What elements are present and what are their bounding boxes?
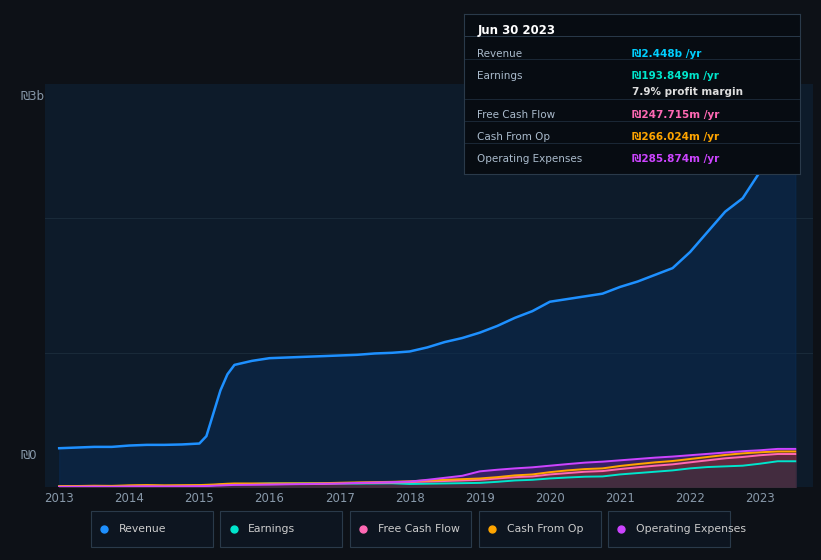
Text: Jun 30 2023: Jun 30 2023: [477, 24, 555, 36]
Text: Operating Expenses: Operating Expenses: [477, 155, 583, 165]
FancyBboxPatch shape: [91, 511, 213, 547]
Text: Free Cash Flow: Free Cash Flow: [477, 110, 556, 120]
FancyBboxPatch shape: [220, 511, 342, 547]
Text: ₪193.849m /yr: ₪193.849m /yr: [632, 72, 719, 81]
Text: Cash From Op: Cash From Op: [477, 132, 550, 142]
Text: ₪0: ₪0: [21, 449, 37, 462]
Text: ₪247.715m /yr: ₪247.715m /yr: [632, 110, 719, 120]
FancyBboxPatch shape: [350, 511, 471, 547]
Text: ₪285.874m /yr: ₪285.874m /yr: [632, 155, 719, 165]
Text: Earnings: Earnings: [477, 72, 523, 81]
Text: Revenue: Revenue: [119, 524, 167, 534]
Text: ₪2.448b /yr: ₪2.448b /yr: [632, 49, 702, 59]
Text: Cash From Op: Cash From Op: [507, 524, 584, 534]
Text: ₪266.024m /yr: ₪266.024m /yr: [632, 132, 719, 142]
FancyBboxPatch shape: [608, 511, 730, 547]
Text: ₪3b: ₪3b: [21, 90, 44, 102]
Text: 7.9% profit margin: 7.9% profit margin: [632, 87, 743, 97]
Text: Free Cash Flow: Free Cash Flow: [378, 524, 460, 534]
FancyBboxPatch shape: [479, 511, 601, 547]
Text: Earnings: Earnings: [248, 524, 296, 534]
Text: Revenue: Revenue: [477, 49, 522, 59]
Text: Operating Expenses: Operating Expenses: [636, 524, 746, 534]
